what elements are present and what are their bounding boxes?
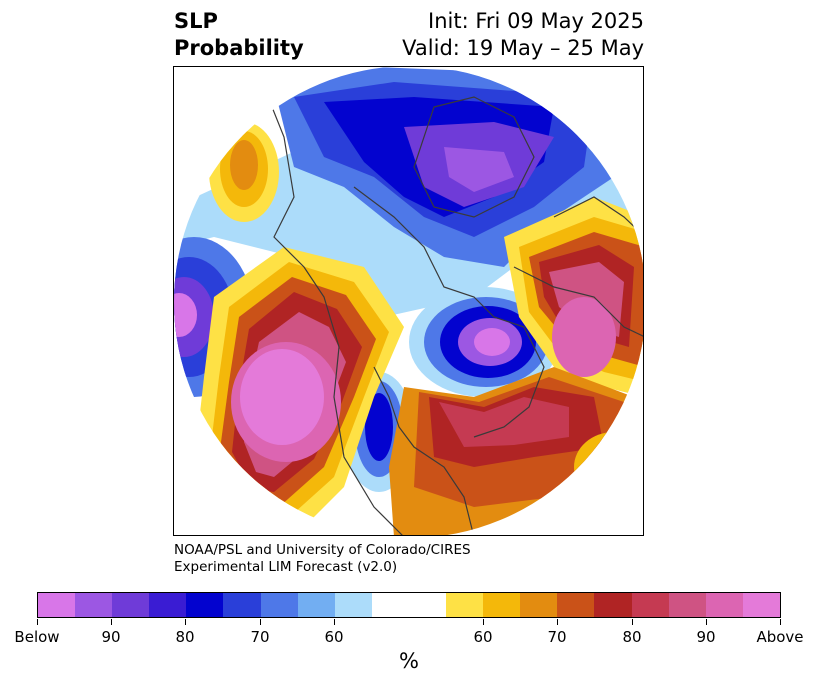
colorbar-swatch: [668, 593, 706, 617]
colorbar-tick: [557, 619, 558, 625]
colorbar-tick-label: 70: [547, 628, 567, 646]
map-title-left: SLP Probability: [174, 8, 304, 62]
colorbar-swatch: [371, 593, 447, 617]
colorbar-swatch: [557, 593, 595, 617]
colorbar-tick-label: 80: [622, 628, 642, 646]
colorbar-swatch: [631, 593, 669, 617]
title-type: Probability: [174, 36, 304, 60]
colorbar-tick: [483, 619, 484, 625]
coastlines: [263, 86, 643, 535]
colorbar-swatch: [520, 593, 558, 617]
alaska-high: [209, 122, 279, 222]
colorbar-tick: [37, 619, 38, 625]
colorbar-tick-label: 80: [175, 628, 195, 646]
colorbar-tick-label: Above: [756, 628, 804, 646]
eurasia-high: [504, 197, 643, 397]
valid-range: Valid: 19 May – 25 May: [402, 36, 644, 60]
colorbar-swatch: [483, 593, 521, 617]
colorbar-tick-label: 90: [101, 628, 121, 646]
colorbar-tick-label: 90: [696, 628, 716, 646]
colorbar-swatch: [297, 593, 335, 617]
colorbar-swatch: [334, 593, 372, 617]
colorbar-swatch: [75, 593, 113, 617]
colorbar-swatch: [38, 593, 76, 617]
colorbar-tick: [111, 619, 112, 625]
colorbar-tick: [185, 619, 186, 625]
probability-field: [174, 67, 643, 535]
colorbar-swatch: [186, 593, 224, 617]
credit-text: NOAA/PSL and University of Colorado/CIRE…: [174, 542, 471, 576]
credit-line-2: Experimental LIM Forecast (v2.0): [174, 559, 398, 575]
colorbar-tick: [780, 619, 781, 625]
colorbar-swatch: [446, 593, 484, 617]
colorbar-swatch: [149, 593, 187, 617]
colorbar-swatch: [260, 593, 298, 617]
colorbar-tick: [334, 619, 335, 625]
init-date: Init: Fri 09 May 2025: [428, 9, 644, 33]
title-variable: SLP: [174, 9, 218, 33]
arctic-low: [274, 67, 624, 267]
polar-map: [173, 66, 644, 536]
colorbar-tick: [260, 619, 261, 625]
colorbar-tick: [632, 619, 633, 625]
colorbar-tick-label: 70: [250, 628, 270, 646]
colorbar-tick-label: 60: [473, 628, 493, 646]
colorbar-unit: %: [399, 649, 419, 673]
map-title-right: Init: Fri 09 May 2025 Valid: 19 May – 25…: [402, 8, 644, 62]
colorbar-tick-label: 60: [324, 628, 344, 646]
colorbar: [37, 592, 781, 618]
credit-line-1: NOAA/PSL and University of Colorado/CIRE…: [174, 542, 471, 558]
ne-pacific-high: [194, 247, 404, 535]
north-atlantic-high: [389, 367, 643, 535]
colorbar-swatch: [705, 593, 743, 617]
colorbar-tick-label: Below: [14, 628, 60, 646]
colorbar-swatch: [594, 593, 632, 617]
colorbar-tick: [706, 619, 707, 625]
colorbar-swatch: [223, 593, 261, 617]
colorbar-swatch: [112, 593, 150, 617]
colorbar-swatch: [742, 593, 780, 617]
